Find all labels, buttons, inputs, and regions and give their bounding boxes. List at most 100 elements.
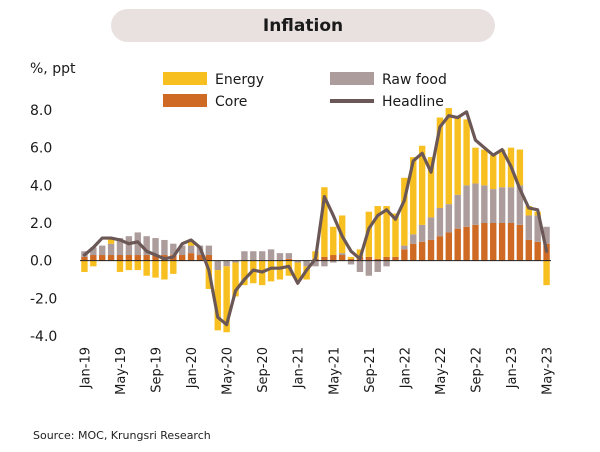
chart-title-pill: Inflation (111, 9, 495, 42)
raw-food-bar (232, 260, 239, 263)
raw-food-bar (436, 207, 444, 237)
legend-raw-food-label: Raw food (382, 72, 447, 88)
raw-food-bar (454, 194, 461, 229)
core-bar (427, 239, 435, 261)
energy-bar (410, 157, 417, 235)
energy-bar (498, 149, 506, 188)
core-bar (125, 255, 133, 261)
core-bar (196, 255, 204, 261)
raw-food-bar (99, 245, 106, 256)
energy-bar (374, 206, 381, 259)
raw-food-bar (294, 260, 301, 263)
y-axis-unit-label: %, ppt (30, 61, 76, 77)
core-bar (490, 223, 497, 261)
raw-food-bar (241, 251, 248, 261)
legend-energy-swatch (163, 72, 207, 85)
energy-bar (143, 260, 150, 276)
raw-food-bar (463, 185, 470, 227)
legend-energy-label: Energy (215, 72, 264, 88)
raw-food-bar (179, 245, 186, 256)
core-bar (81, 256, 88, 261)
y-tick-label: 6.0 (30, 141, 52, 157)
energy-bar (223, 266, 230, 333)
core-bar (107, 255, 115, 261)
raw-food-bar (267, 249, 275, 261)
energy-bar (543, 260, 550, 286)
raw-food-bar (472, 183, 479, 225)
core-bar (152, 255, 159, 261)
raw-food-bar (152, 238, 159, 256)
energy-bar (383, 206, 390, 257)
raw-food-bar (481, 185, 488, 223)
core-bar (525, 239, 532, 261)
raw-food-bar (347, 260, 355, 265)
core-bar (179, 255, 186, 261)
x-tick-label: Sep-22 (469, 347, 484, 393)
headline-line (82, 110, 549, 327)
core-bar (445, 232, 452, 261)
raw-food-bar (445, 204, 452, 233)
energy-bar (116, 260, 124, 272)
energy-bar (152, 260, 159, 278)
core-bar (507, 223, 515, 261)
chart-title: Inflation (262, 15, 344, 36)
raw-food-bar (321, 260, 328, 267)
raw-food-bar (250, 251, 257, 261)
x-tick-label: Jan-21 (292, 347, 307, 389)
x-tick-label: Jan-22 (398, 347, 413, 389)
raw-food-bar (187, 245, 195, 254)
raw-food-bar (276, 253, 284, 261)
raw-food-bar (365, 260, 373, 276)
raw-food-bar (223, 260, 230, 267)
energy-bar (267, 260, 275, 282)
x-tick-label: May-22 (434, 347, 449, 395)
raw-food-bar (143, 236, 150, 256)
energy-bar (472, 147, 479, 184)
source-note: Source: MOC, Krungsri Research (33, 429, 211, 442)
core-bar (383, 256, 390, 261)
energy-bar (445, 108, 452, 205)
x-tick-label: May-19 (114, 347, 129, 395)
raw-food-bar (214, 260, 221, 271)
x-tick-label: May-21 (327, 347, 342, 395)
raw-food-bar (534, 215, 541, 242)
raw-food-bar (116, 238, 124, 256)
raw-food-bar (516, 185, 524, 225)
raw-food-bar (205, 245, 213, 256)
core-bar (436, 236, 444, 261)
energy-bar (170, 260, 177, 274)
energy-bar (125, 260, 133, 271)
energy-bar (330, 226, 337, 256)
core-bar (330, 255, 337, 261)
energy-bar (436, 117, 444, 208)
core-bar (534, 241, 541, 261)
core-bar (410, 243, 417, 261)
raw-food-bar (427, 217, 435, 240)
core-bar (134, 255, 141, 261)
raw-food-bar (285, 253, 293, 259)
core-bar (392, 256, 399, 261)
raw-food-bar (303, 260, 310, 267)
core-bar (463, 226, 470, 261)
core-bar (401, 249, 408, 261)
raw-food-bar (312, 260, 319, 267)
energy-bar (418, 145, 426, 225)
energy-bar (107, 238, 115, 244)
raw-food-bar (170, 243, 177, 256)
x-tick-label: Jan-19 (78, 347, 93, 389)
core-bar (321, 256, 328, 261)
raw-food-bar (125, 236, 133, 256)
y-tick-label: -4.0 (30, 329, 57, 345)
core-bar (116, 255, 124, 261)
legend-raw-food-swatch (330, 72, 374, 85)
raw-food-bar (490, 189, 497, 223)
energy-bar (161, 260, 168, 280)
energy-bar (481, 149, 488, 186)
core-bar (347, 258, 355, 261)
core-bar (99, 255, 106, 261)
raw-food-bar (107, 243, 115, 256)
legend-core-label: Core (215, 94, 247, 110)
energy-bar (232, 262, 239, 297)
energy-bar (134, 260, 141, 271)
